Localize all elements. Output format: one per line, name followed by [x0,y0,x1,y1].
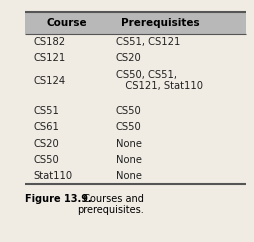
Text: CS121: CS121 [33,53,65,63]
Text: CS51, CS121: CS51, CS121 [116,37,180,47]
Text: Courses and
prerequisites.: Courses and prerequisites. [77,194,144,215]
Text: CS182: CS182 [33,37,65,47]
Text: Stat110: Stat110 [33,171,72,181]
Text: CS50: CS50 [116,122,141,132]
Text: CS51: CS51 [33,106,59,116]
Text: Figure 13.9.: Figure 13.9. [25,194,92,204]
Text: None: None [116,139,141,149]
Text: CS50: CS50 [33,155,59,165]
Text: CS20: CS20 [33,139,59,149]
Text: CS20: CS20 [116,53,141,63]
Text: CS124: CS124 [33,76,65,86]
Bar [25,12,246,34]
Text: None: None [116,171,141,181]
Text: Prerequisites: Prerequisites [121,18,199,28]
Text: CS50: CS50 [116,106,141,116]
Text: CS61: CS61 [33,122,59,132]
Text: Course: Course [47,18,88,28]
Text: CS50, CS51,
   CS121, Stat110: CS50, CS51, CS121, Stat110 [116,70,203,91]
Text: None: None [116,155,141,165]
